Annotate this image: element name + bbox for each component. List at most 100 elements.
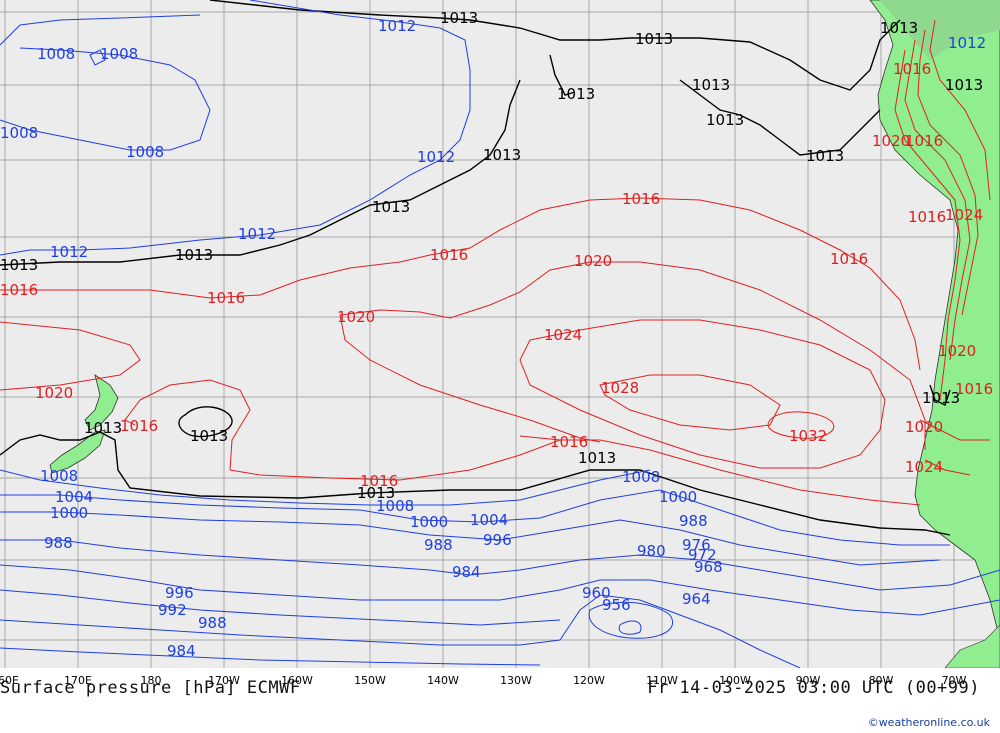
label-1016: 1016 bbox=[430, 246, 468, 264]
label-988: 988 bbox=[424, 536, 453, 554]
label-960: 960 bbox=[582, 584, 611, 602]
longitude-label: 160E bbox=[0, 674, 19, 687]
label-956: 956 bbox=[602, 596, 631, 614]
credit-link[interactable]: ©weatheronline.co.uk bbox=[867, 716, 990, 729]
new-zealand-north bbox=[84, 374, 119, 431]
longitude-label: 150W bbox=[354, 674, 386, 687]
label-1012: 1012 bbox=[417, 148, 455, 166]
label-1000: 1000 bbox=[50, 504, 88, 522]
label-1013: 1013 bbox=[635, 30, 673, 48]
label-1013: 1013 bbox=[578, 449, 616, 467]
label-1020: 1020 bbox=[938, 342, 976, 360]
label-1013: 1013 bbox=[84, 419, 122, 437]
longitude-label: 70W bbox=[941, 674, 967, 687]
label-1013: 1013 bbox=[0, 256, 38, 274]
longitude-label: 90W bbox=[795, 674, 821, 687]
label-964: 964 bbox=[682, 590, 711, 608]
label-984: 984 bbox=[167, 642, 196, 660]
longitude-label: 170W bbox=[208, 674, 240, 687]
label-1008: 1008 bbox=[40, 467, 78, 485]
label-988: 988 bbox=[44, 534, 73, 552]
label-1013: 1013 bbox=[190, 427, 228, 445]
label-1012: 1012 bbox=[50, 243, 88, 261]
andes-isobars bbox=[894, 19, 991, 476]
labels-low: 1012 1008 1008 1008 1008 1012 1012 1012 … bbox=[0, 17, 986, 660]
label-1013: 1013 bbox=[372, 198, 410, 216]
label-1013: 1013 bbox=[945, 76, 983, 94]
label-1020: 1020 bbox=[35, 384, 73, 402]
label-1016: 1016 bbox=[0, 281, 38, 299]
label-1020: 1020 bbox=[574, 252, 612, 270]
antarctic-peninsula bbox=[944, 624, 1000, 668]
isobars-high bbox=[0, 197, 926, 506]
label-1016: 1016 bbox=[622, 190, 660, 208]
label-1016: 1016 bbox=[360, 472, 398, 490]
label-1016: 1016 bbox=[830, 250, 868, 268]
map-title: Surface pressure [hPa] ECMWF bbox=[0, 678, 301, 698]
label-1016: 1016 bbox=[120, 417, 158, 435]
label-1016: 1016 bbox=[905, 132, 943, 150]
longitude-label: 170E bbox=[64, 674, 92, 687]
longitude-label: 180 bbox=[140, 674, 162, 687]
label-1032: 1032 bbox=[789, 427, 827, 445]
label-1008: 1008 bbox=[622, 468, 660, 486]
label-1016: 1016 bbox=[955, 380, 993, 398]
label-1008: 1008 bbox=[37, 45, 75, 63]
label-988: 988 bbox=[679, 512, 708, 530]
label-1020: 1020 bbox=[337, 308, 375, 326]
label-1000: 1000 bbox=[410, 513, 448, 531]
valid-time: Fr 14-03-2025 03:00 UTC (00+99) bbox=[647, 678, 980, 698]
label-1024: 1024 bbox=[945, 206, 983, 224]
longitude-label: 160W bbox=[281, 674, 313, 687]
label-1013: 1013 bbox=[880, 19, 918, 37]
labels-1013: 1013 1013 1013 1013 1013 1013 1013 1013 … bbox=[0, 9, 983, 502]
label-1004: 1004 bbox=[55, 488, 93, 506]
label-980: 980 bbox=[637, 542, 666, 560]
label-1024: 1024 bbox=[905, 458, 943, 476]
label-1013: 1013 bbox=[357, 484, 395, 502]
label-968: 968 bbox=[694, 558, 723, 576]
label-976: 976 bbox=[682, 536, 711, 554]
label-1020: 1020 bbox=[905, 418, 943, 436]
label-1013: 1013 bbox=[483, 146, 521, 164]
label-1012: 1012 bbox=[378, 17, 416, 35]
label-988: 988 bbox=[198, 614, 227, 632]
label-1016: 1016 bbox=[550, 433, 588, 451]
label-1008: 1008 bbox=[126, 143, 164, 161]
lat-lon-grid bbox=[0, 0, 1000, 668]
label-1013: 1013 bbox=[692, 76, 730, 94]
label-1020: 1020 bbox=[872, 132, 910, 150]
label-984: 984 bbox=[452, 563, 481, 581]
longitude-label: 140W bbox=[427, 674, 459, 687]
isobars-1013 bbox=[0, 0, 951, 536]
label-1016: 1016 bbox=[893, 60, 931, 78]
label-996: 996 bbox=[165, 584, 194, 602]
label-1013: 1013 bbox=[806, 147, 844, 165]
longitude-label: 130W bbox=[500, 674, 532, 687]
ocean-background bbox=[0, 0, 1000, 668]
longitude-label: 110W bbox=[646, 674, 678, 687]
label-1012: 1012 bbox=[948, 34, 986, 52]
label-1028: 1028 bbox=[601, 379, 639, 397]
label-1008: 1008 bbox=[100, 45, 138, 63]
label-996: 996 bbox=[483, 531, 512, 549]
label-1004: 1004 bbox=[470, 511, 508, 529]
label-1008: 1008 bbox=[376, 497, 414, 515]
label-1013: 1013 bbox=[557, 85, 595, 103]
label-1016: 1016 bbox=[207, 289, 245, 307]
label-1016: 1016 bbox=[908, 208, 946, 226]
label-1013: 1013 bbox=[440, 9, 478, 27]
label-1012: 1012 bbox=[238, 225, 276, 243]
label-1008: 1008 bbox=[0, 124, 38, 142]
label-1000: 1000 bbox=[659, 488, 697, 506]
longitude-label: 120W bbox=[573, 674, 605, 687]
label-1013: 1013 bbox=[922, 389, 960, 407]
labels-high: 1016 1016 1016 1016 1016 1020 1020 1024 … bbox=[0, 60, 993, 490]
label-1013: 1013 bbox=[706, 111, 744, 129]
label-992: 992 bbox=[158, 601, 187, 619]
longitude-label: 80W bbox=[868, 674, 894, 687]
new-zealand-south bbox=[49, 429, 106, 474]
isobars-low bbox=[0, 0, 1000, 668]
south-america-land bbox=[869, 0, 1000, 668]
